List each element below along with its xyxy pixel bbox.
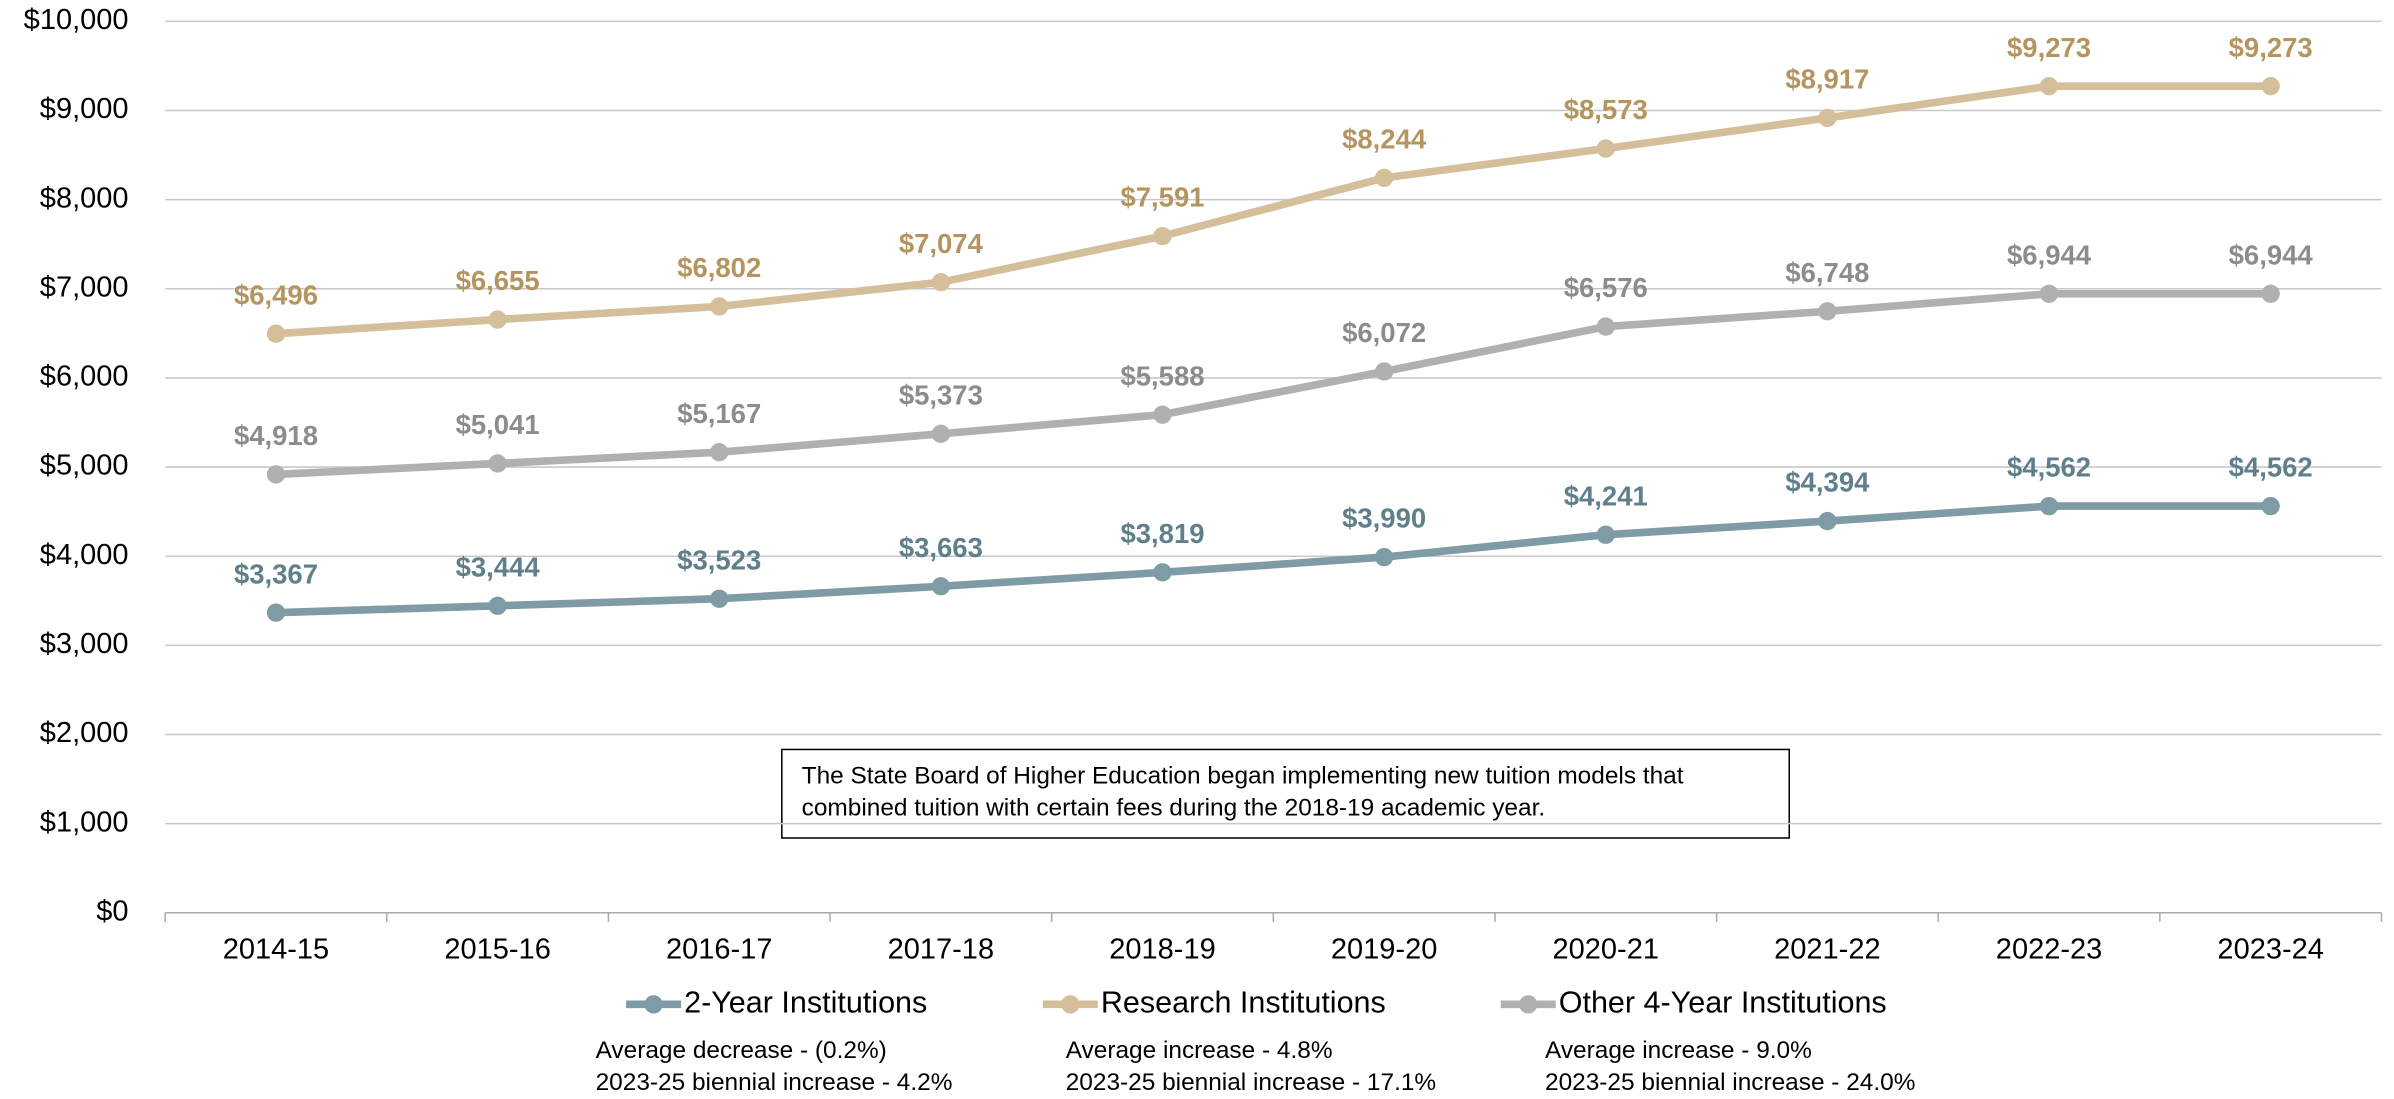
data-label: $4,241 [1564,480,1648,511]
y-tick-label: $9,000 [40,93,129,125]
data-label: $3,444 [456,551,541,582]
data-label: $7,591 [1120,182,1204,213]
data-point [1374,362,1394,381]
annotation-line: The State Board of Higher Education bega… [802,762,1684,789]
legend-marker [1061,995,1080,1014]
annotation-line: combined tuition with certain fees durin… [802,794,1545,821]
x-tick-label: 2021-22 [1774,934,1880,966]
series-line [275,502,2271,617]
legend-note: 2023-25 biennial increase - 17.1% [1066,1069,1436,1096]
x-tick-label: 2014-15 [223,934,329,966]
data-point [931,273,951,292]
x-tick-label: 2019-20 [1331,934,1437,966]
data-label: $5,588 [1120,360,1204,391]
legend-label: 2-Year Institutions [684,985,927,1019]
data-point [1818,511,1837,531]
data-point [488,310,507,329]
data-label: $3,523 [677,544,761,575]
data-point [1374,547,1394,567]
data-point [710,443,729,462]
data-label: $8,917 [1785,64,1869,95]
data-label: $6,655 [456,265,540,296]
legend-note: 2023-25 biennial increase - 24.0% [1545,1069,1915,1096]
y-tick-label: $2,000 [40,717,129,749]
data-label: $9,273 [2007,32,2091,63]
y-tick-label: $5,000 [40,450,129,482]
data-point [1153,226,1172,246]
y-tick-label: $1,000 [40,806,129,838]
y-tick-label: $10,000 [24,4,129,36]
data-label: $6,944 [2229,239,2314,270]
data-point [1374,168,1394,188]
data-point [488,454,507,473]
data-label: $6,802 [677,252,761,283]
y-tick-label: $6,000 [40,361,129,393]
data-point [266,603,286,622]
data-point [2261,496,2280,516]
data-point [2261,77,2280,96]
data-point [2261,284,2280,303]
series-line [275,289,2271,479]
x-tick-label: 2017-18 [888,934,994,966]
x-tick-label: 2022-23 [1996,934,2102,966]
data-point [2039,77,2059,96]
data-point [710,589,729,608]
data-point [2039,496,2059,516]
data-label: $3,367 [234,558,318,589]
data-point [710,297,729,316]
data-point [266,465,286,484]
legend-note: Average decrease - (0.2%) [596,1037,887,1064]
x-tick-label: 2018-19 [1109,934,1215,966]
y-tick-label: $0 [96,895,128,927]
y-tick-label: $7,000 [40,271,129,303]
data-point [1596,139,1615,158]
data-label: $5,167 [677,398,761,429]
data-label: $4,562 [2229,452,2313,483]
data-point [1818,108,1837,128]
data-label: $3,663 [899,532,983,563]
legend-marker [1519,995,1538,1014]
legend-note: Average increase - 4.8% [1066,1037,1333,1064]
data-point [266,324,286,343]
legend-label: Research Institutions [1101,985,1386,1019]
x-tick-label: 2020-21 [1553,934,1659,966]
data-label: $4,562 [2007,452,2091,483]
data-label: $6,496 [234,279,318,310]
data-label: $4,394 [1785,467,1870,498]
data-point [1153,563,1172,582]
data-label: $6,944 [2007,239,2092,270]
legend-label: Other 4-Year Institutions [1559,985,1887,1019]
legend-note: 2023-25 biennial increase - 4.2% [596,1069,953,1096]
legend-note: Average increase - 9.0% [1545,1037,1812,1064]
x-tick-label: 2016-17 [666,934,772,966]
data-label: $6,576 [1564,272,1648,303]
y-tick-label: $8,000 [40,182,129,214]
data-label: $9,273 [2229,32,2313,63]
data-point [931,577,951,596]
x-tick-label: 2023-24 [2217,934,2323,966]
data-label: $4,918 [234,420,318,451]
x-tick-label: 2015-16 [444,934,550,966]
data-point [2039,284,2059,303]
data-label: $6,072 [1342,317,1426,348]
y-tick-label: $4,000 [40,539,129,571]
data-label: $6,748 [1785,257,1869,288]
data-label: $5,373 [899,379,983,410]
data-point [1596,525,1615,544]
data-point [1596,317,1615,336]
data-point [488,596,507,615]
data-label: $8,573 [1564,94,1648,125]
data-point [1153,405,1172,424]
y-tick-label: $3,000 [40,628,129,660]
series-line [275,82,2271,338]
data-label: $8,244 [1342,124,1427,155]
data-label: $7,074 [899,228,984,259]
data-point [1818,302,1837,321]
data-label: $3,990 [1342,503,1426,534]
data-label: $3,819 [1120,518,1204,549]
data-label: $5,041 [456,409,540,440]
legend-marker [644,995,663,1014]
data-point [931,424,951,443]
